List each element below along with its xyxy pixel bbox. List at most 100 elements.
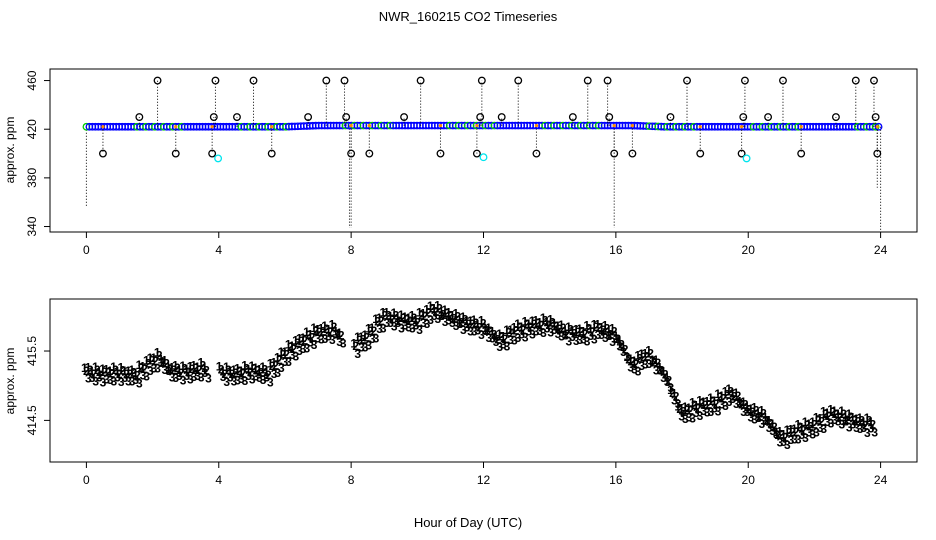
orange-marker [612,123,616,128]
series-1-point: 1 [736,395,743,409]
series-1-point: 1 [216,360,223,374]
series-1-point: 1 [198,356,205,370]
series-1-point: 1 [81,361,88,375]
series-1-point: 1 [627,352,634,366]
series-3-point: 3 [442,315,449,329]
series-1-point: 1 [653,353,660,367]
series-2-point: 2 [534,316,541,330]
series-1-point: 1 [307,328,314,342]
spike-mid-point [666,113,675,121]
series-3-point: 3 [143,370,150,384]
series-2-point: 2 [509,326,516,340]
series-3-point: 3 [868,421,875,435]
series-1-point: 1 [496,327,503,341]
series-2-point: 2 [782,430,789,444]
series-3-point: 3 [795,433,802,447]
top-axes: 0 4 8 12 16 20 24 340 380 420 460 [25,70,888,257]
series-2-point: 2 [436,302,443,316]
series-1-point: 1 [696,394,703,408]
series-1-point: 1 [434,299,441,313]
series-1-point: 1 [154,346,161,360]
series-3-point: 3 [689,411,696,425]
series-2-point: 2 [771,420,778,434]
cyan-point [479,153,488,162]
series-2-point: 2 [352,339,359,353]
series-2-point: 2 [855,415,862,429]
series-3-point: 3 [766,421,773,435]
series-1-point: 1 [380,306,387,320]
series-2-point: 2 [116,367,123,381]
series-1-point: 1 [299,331,306,345]
orange-marker [740,125,744,129]
series-2-point: 2 [607,327,614,341]
series-1-point: 1 [492,330,499,344]
series-1-point: 1 [693,399,700,413]
series-2-point: 2 [109,367,116,381]
series-2-point: 2 [564,327,571,341]
series-2-point: 2 [447,308,454,322]
series-2-point: 2 [524,317,531,331]
series-1-point: 1 [449,309,456,323]
series-1-point: 1 [864,411,871,425]
series-2-point: 2 [334,327,341,341]
orange-marker [475,123,479,128]
series-3-point: 3 [529,328,536,342]
series-2-point: 2 [724,387,731,401]
series-2-point: 2 [604,321,611,335]
series-3-point: 3 [638,359,645,373]
series-2-point: 2 [218,362,225,376]
series-3-point: 3 [172,371,179,385]
series-2-point: 2 [389,312,396,326]
series-3-point: 3 [318,333,325,347]
series-1-point: 1 [390,306,397,320]
series-2-point: 2 [327,325,334,339]
series-3-point: 3 [202,366,209,380]
series-2-point: 2 [443,306,450,320]
series-2-point: 2 [695,401,702,415]
series-2-point: 2 [145,356,152,370]
series-2-point: 2 [392,309,399,323]
series-3-point: 3 [205,371,212,385]
series-2-point: 2 [629,355,636,369]
spike-mid-point [831,113,840,121]
spike-low-point [610,149,619,158]
spike-mid-point [135,113,144,121]
series-2-point: 2 [480,316,487,330]
series-1-point: 1 [136,358,143,372]
series-3-point: 3 [394,316,401,330]
spike-low-point [436,149,445,158]
series-3-point: 3 [802,431,809,445]
series-2-point: 2 [829,405,836,419]
series-3-point: 3 [729,392,736,406]
spike-high-point [779,76,787,85]
series-3-point: 3 [773,428,780,442]
series-1-point: 1 [481,321,488,335]
cyan-point [214,154,223,163]
series-1-point: 1 [471,313,478,327]
series-1-point: 1 [543,315,550,329]
series-1-point: 1 [431,302,438,316]
series-2-point: 2 [778,427,785,441]
series-2-point: 2 [851,414,858,428]
series-2-point: 2 [363,331,370,345]
series-2-point: 2 [483,324,490,338]
series-2-point: 2 [94,363,101,377]
series-1-point: 1 [613,329,620,343]
series-2-point: 2 [596,320,603,334]
series-2-point: 2 [312,324,319,338]
x-tick-label: 16 [609,243,623,257]
series-3-point: 3 [566,335,573,349]
series-3-point: 3 [562,329,569,343]
series-2-point: 2 [644,349,651,363]
series-2-point: 2 [513,323,520,337]
spike-mid-point [342,113,351,121]
series-3-point: 3 [340,336,347,350]
series-2-point: 2 [691,398,698,412]
series-2-point: 2 [181,362,188,376]
series-3-point: 3 [365,338,372,352]
series-3-point: 3 [584,335,591,349]
series-1-point: 1 [853,412,860,426]
series-1-point: 1 [765,414,772,428]
series-2-point: 2 [600,323,607,337]
series-1-point: 1 [583,319,590,333]
